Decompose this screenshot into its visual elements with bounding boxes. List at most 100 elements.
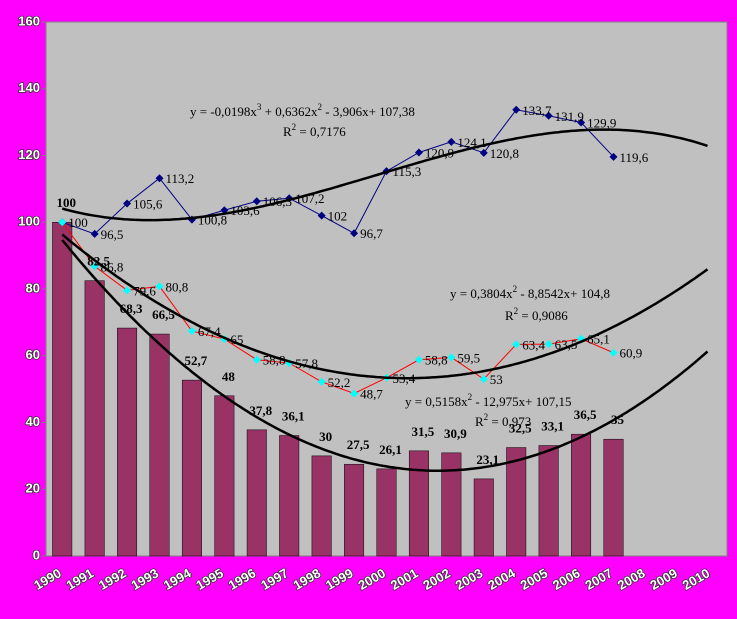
data-label: 48,7 [360,386,383,401]
bar [181,379,202,557]
bar [344,463,365,557]
marker [544,111,553,120]
data-label: 80,8 [166,279,189,294]
equation-part: - 8,8542x+ 104,8 [517,286,610,301]
marker [609,348,618,357]
data-label: 65,1 [587,332,610,347]
marker [479,375,488,384]
data-label: 37,8 [249,403,272,418]
data-label: 119,6 [620,150,649,165]
data-label: 106,3 [263,194,292,209]
equation-part: = 0,9086 [518,308,568,323]
y-tick-label: 120 [18,147,40,162]
bar [246,429,267,557]
equation-part: y = 0,3804x [450,286,513,301]
bar [473,478,494,557]
equation-part: 2 [468,392,473,402]
data-label: 133,7 [522,103,552,118]
data-label: 86,8 [101,259,124,274]
data-label: 31,5 [412,424,435,439]
trendline-equation: y = 0,5158x2 - 12,975x+ 107,15 [405,392,572,409]
bar [117,327,138,557]
data-label: 36,5 [574,407,597,422]
bar [408,450,429,557]
y-tick-label: 0 [33,547,40,562]
data-label: 96,7 [360,226,383,241]
marker [350,229,359,238]
data-label: 33,1 [541,419,564,434]
y-tick-label: 60 [26,347,40,362]
equation-part: 3 [257,102,262,112]
data-label: 103,6 [230,203,260,218]
data-label: 26,1 [379,442,402,457]
trendline-equation: y = 0,3804x2 - 8,8542x+ 104,8 [450,284,610,301]
data-label: 32,5 [509,421,532,436]
marker [414,148,423,157]
marker [252,355,261,364]
marker [123,286,132,295]
data-label: 52,2 [328,375,351,390]
data-label: 23,1 [476,452,499,467]
data-label: 48 [222,369,236,384]
equation-part: 2 [318,102,323,112]
equation-part: + 0,6362x [261,104,318,119]
marker [187,327,196,336]
marker [317,377,326,386]
marker [123,199,132,208]
trendline [61,233,709,380]
data-label: 66,5 [152,307,175,322]
data-label: 107,2 [295,191,324,206]
data-label: 82,5 [87,254,110,269]
equation-part: 2 [484,412,489,422]
bar [603,438,624,557]
data-label: 68,3 [120,301,143,316]
trendline [61,128,708,222]
equation-part: = 0,7176 [296,124,346,139]
data-label: 79,6 [133,283,156,298]
trendline-equation: R2 = 0,973 [475,412,531,429]
data-label: 59,5 [457,350,480,365]
marker [512,340,521,349]
marker [544,340,553,349]
y-tick-label: 160 [18,13,40,28]
data-label: 105,6 [133,197,163,212]
data-label: 96,5 [101,227,124,242]
line [62,109,614,235]
equation-part: R [475,414,484,429]
data-label: 58,8 [263,353,286,368]
data-label: 67,4 [198,324,221,339]
marker [90,229,99,238]
data-label: 100 [56,195,76,210]
equation-part: - 12,975x+ 107,15 [472,394,571,409]
marker [512,105,521,114]
bar [52,222,73,557]
marker [577,118,586,127]
y-tick-label: 40 [26,414,40,429]
bar [441,452,462,557]
data-label: 131,9 [555,109,584,124]
equation-part: y = 0,5158x [405,394,468,409]
data-label: 120,8 [490,146,519,161]
y-tick-label: 20 [26,481,40,496]
marker [414,355,423,364]
y-tick-label: 80 [26,280,40,295]
bar [311,455,332,557]
data-label: 27,5 [347,437,370,452]
bar [279,435,300,557]
marker [447,353,456,362]
equation-part: R [505,308,514,323]
marker [58,218,67,227]
data-label: 53 [490,372,503,387]
bar [506,447,527,557]
trendline-equation: R2 = 0,7176 [283,122,346,139]
data-label: 60,9 [620,346,643,361]
data-label: 115,3 [393,164,422,179]
data-label: 53,4 [393,371,416,386]
equation-part: 2 [513,284,518,294]
line [61,221,614,395]
equation-part: - 3,906x+ 107,38 [322,104,415,119]
data-label: 120,9 [425,145,454,160]
equation-part: 2 [292,122,297,132]
equation-part: = 0,973 [488,414,531,429]
y-tick-label: 100 [18,214,40,229]
